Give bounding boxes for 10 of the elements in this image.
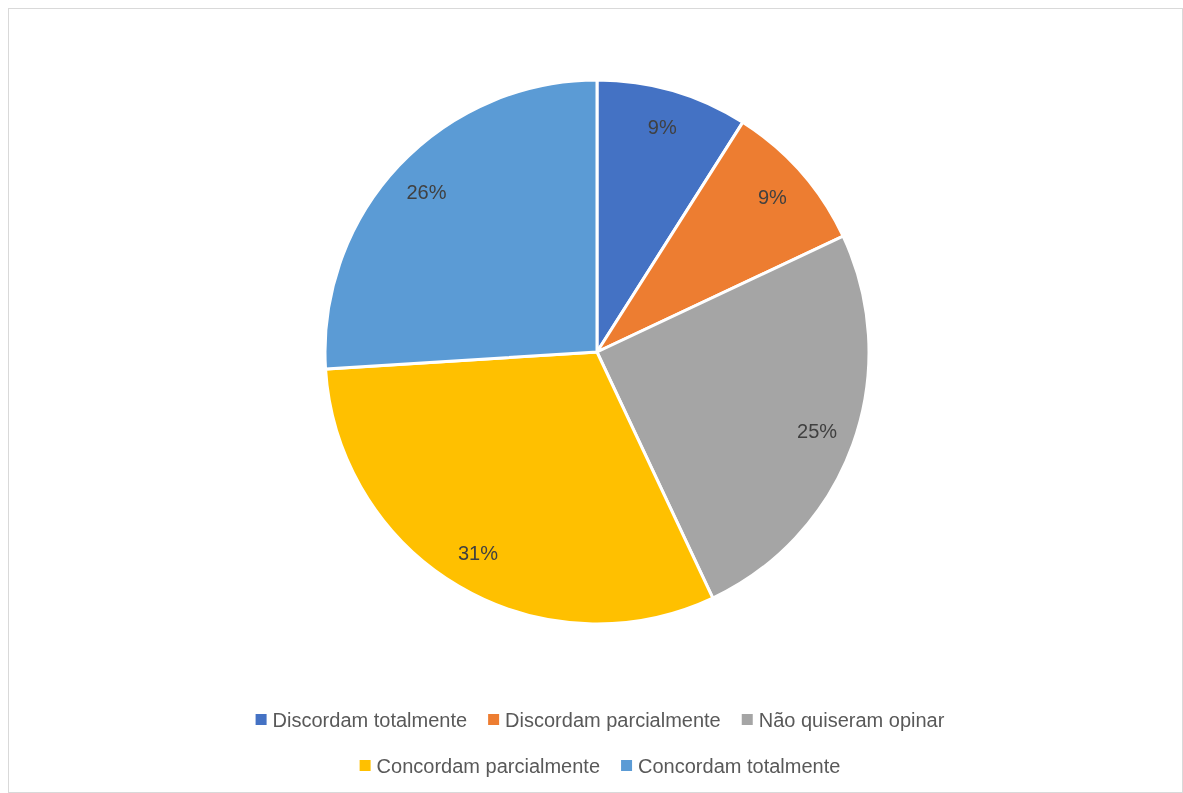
legend-label: Discordam parcialmente xyxy=(505,709,721,731)
legend-label: Discordam totalmente xyxy=(272,709,468,731)
data-label: 25% xyxy=(797,420,838,443)
legend-label: Não quiseram opinar xyxy=(758,709,945,731)
data-label: 26% xyxy=(406,180,447,203)
legend-label: Concordam totalmente xyxy=(638,755,841,777)
legend-label: Concordam parcialmente xyxy=(376,755,601,777)
data-label: 9% xyxy=(647,116,677,139)
data-label: 9% xyxy=(758,186,788,209)
data-label: 31% xyxy=(457,542,499,565)
